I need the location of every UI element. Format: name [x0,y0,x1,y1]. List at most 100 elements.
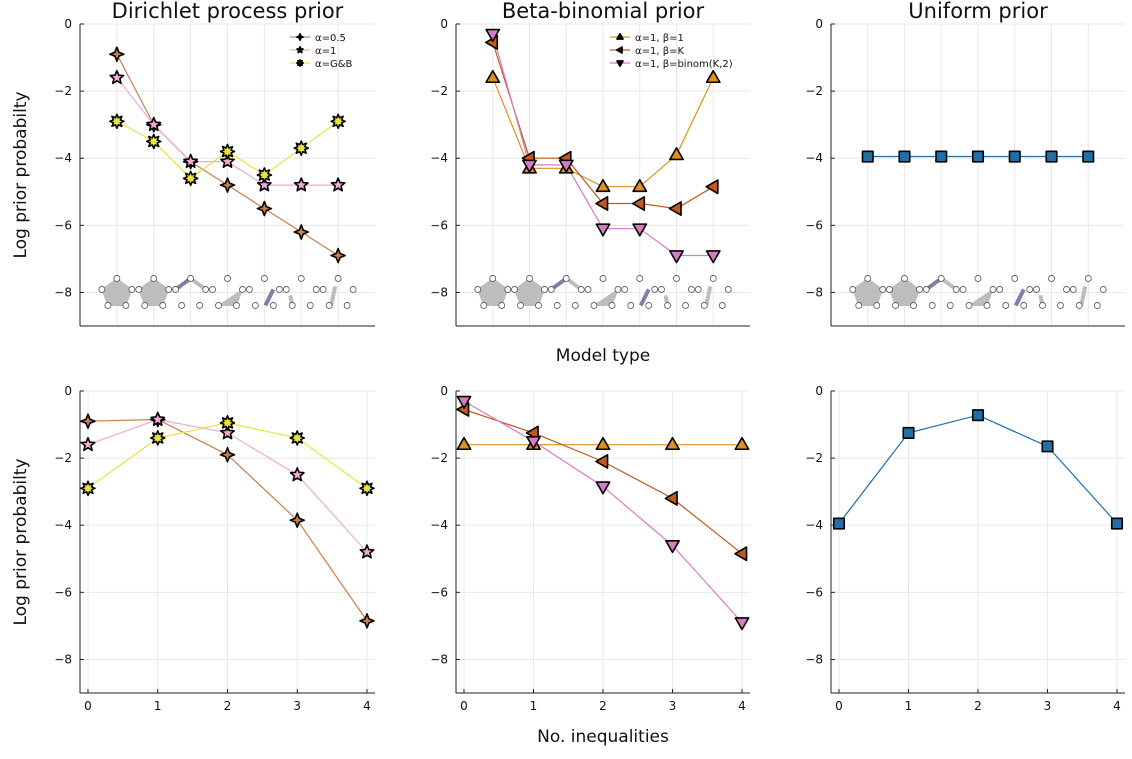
x-tick-label: 2 [599,699,607,713]
model-structure-icon [658,275,695,309]
data-point [220,153,235,169]
model-structure-icon [959,275,997,309]
chart-title: Uniform prior [908,0,1048,23]
data-point [595,481,611,495]
data-point [109,113,125,130]
data-point [832,517,846,530]
x-tick-label: 0 [460,699,468,713]
y-tick-label: −6 [54,218,72,232]
y-tick-label: −4 [54,518,72,532]
x-tick-label: 0 [84,699,92,713]
legend-marker [295,58,305,67]
data-point [289,467,305,482]
x-tick-label: 1 [905,699,913,713]
model-structure-icon [621,275,659,309]
x-tick-label: 1 [154,699,162,713]
chart-panel: 0 −2 −4 −6 −8 0 1 2 3 4 Log prior probabilty [11,384,375,713]
data-point [80,413,96,430]
y-tick-label: −2 [54,84,72,98]
model-structure-icon [172,275,210,309]
data-point [595,223,611,237]
model-structure-icon [135,275,173,309]
chart-title: Beta-binomial prior [502,0,705,23]
model-structure-icon [547,275,585,309]
model-structure-icon [1033,275,1070,309]
data-point [632,178,648,193]
data-point [668,201,682,217]
data-point [359,480,375,497]
data-point [145,133,162,150]
data-point [183,153,199,169]
data-point [80,480,96,497]
y-tick-label: 0 [64,17,72,31]
legend: α=0.5 α=1 α=G&B [290,32,353,70]
data-point [219,177,236,193]
data-point [935,150,948,163]
x-axis-label: No. inequalities [537,727,669,747]
x-tick-label: 0 [835,699,843,713]
model-structure-icon [98,275,136,309]
chart-panel: 0 −2 −4 −6 −8 Dirichlet process prior Log prio… [11,0,375,327]
x-tick-label: 4 [363,699,371,713]
model-structure-icon [474,275,512,309]
model-structure-icon [511,275,548,309]
data-point [971,150,985,163]
data-point [734,617,750,631]
data-point [631,196,646,211]
x-tick-label: 4 [1113,699,1121,713]
legend-marker [616,60,624,67]
data-point [293,140,310,156]
y-tick-label: −2 [805,84,823,98]
data-point [109,46,125,63]
data-point [289,430,306,446]
chart-panel: 0 −2 −4 −6 −8 0 1 2 3 4 No. inequalities [430,384,750,747]
data-point [219,446,236,463]
model-structure-icon [245,275,283,309]
x-tick-label: 3 [293,699,301,713]
data-point [1082,150,1095,163]
legend-marker [616,32,624,40]
y-tick-label: −4 [430,151,448,165]
data-point [293,177,309,192]
data-point [219,143,236,160]
data-point [359,544,375,559]
data-point [150,411,166,426]
y-tick-label: −8 [430,285,448,299]
data-point [734,546,748,562]
chart-panel: 0 −2 −4 −6 −8 Uniform prior [805,0,1125,327]
x-axis-label: Model type [556,346,650,366]
y-tick-label: 0 [440,384,448,398]
data-point [664,490,678,506]
data-point [182,170,199,187]
legend-label: α=1, β=K [635,46,684,57]
legend-label: α=1 [315,46,336,57]
data-point [595,454,609,469]
model-structure-icon [849,275,887,309]
x-tick-label: 4 [738,699,746,713]
data-point [1041,440,1054,453]
legend-marker [615,46,623,54]
y-tick-label: −6 [430,585,448,599]
data-point [526,435,541,450]
data-point [456,436,472,451]
data-point [220,425,235,440]
model-structure-icon [694,275,732,309]
data-point [330,247,346,264]
y-tick-label: 0 [815,384,823,398]
y-tick-label: −8 [805,285,823,299]
data-point [705,179,719,195]
data-point [109,69,125,85]
data-point [485,69,501,84]
y-tick-label: 0 [440,17,448,31]
y-tick-label: −6 [805,218,823,232]
x-tick-label: 1 [530,699,538,713]
data-point [902,426,915,439]
x-tick-label: 3 [669,699,677,713]
model-structure-icon [996,275,1034,309]
y-tick-label: −4 [805,518,823,532]
data-point [522,159,537,173]
model-structure-icon [886,275,923,309]
data-point [80,436,96,452]
data-point [669,250,684,264]
